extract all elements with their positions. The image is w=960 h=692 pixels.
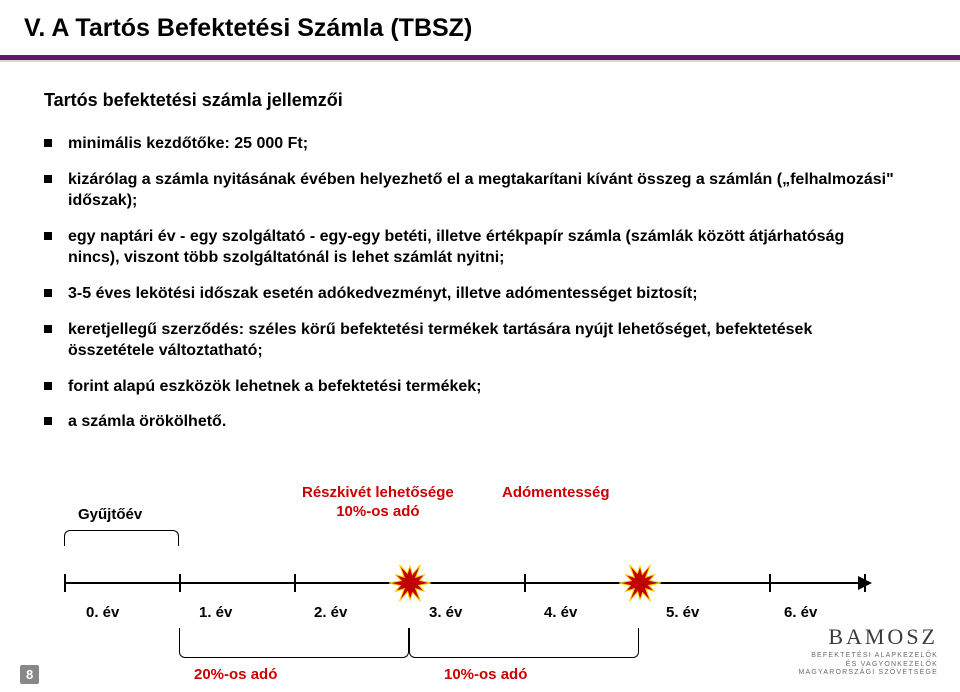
year-label: 6. év [784, 604, 817, 621]
tax-20-label: 20%-os adó [194, 666, 277, 683]
top-bracket [64, 530, 179, 546]
timeline-tick [769, 574, 771, 592]
timeline-axis [64, 582, 870, 584]
year-label: 0. év [86, 604, 119, 621]
year-label: 3. év [429, 604, 462, 621]
gyujtoev-label: Gyűjtőév [78, 506, 142, 523]
list-item: forint alapú eszközök lehetnek a befekte… [68, 376, 900, 398]
footer-logo: BAMOSZ BEFEKTETÉSI ALAPKEZELŐK ÉS VAGYON… [798, 624, 938, 678]
year-label: 2. év [314, 604, 347, 621]
starburst-icon [619, 562, 661, 604]
bottom-bracket-1 [179, 628, 409, 658]
timeline-tick [64, 574, 66, 592]
reszkivet-label: Részkivét lehetősége10%-os adó [302, 484, 454, 522]
list-item: 3-5 éves lekötési időszak esetén adókedv… [68, 283, 900, 305]
subtitle: Tartós befektetési számla jellemzői [44, 90, 900, 111]
year-label: 5. év [666, 604, 699, 621]
timeline-diagram: Gyűjtőév Részkivét lehetősége10%-os adó … [44, 470, 914, 670]
list-item: kizárólag a számla nyitásának évében hel… [68, 169, 900, 212]
list-item: keretjellegű szerződés: széles körű befe… [68, 319, 900, 362]
year-label: 1. év [199, 604, 232, 621]
bullet-list: minimális kezdőtőke: 25 000 Ft; kizáróla… [44, 133, 900, 433]
logo-text: BAMOSZ [798, 624, 938, 650]
page-number: 8 [20, 665, 39, 684]
timeline-tick [524, 574, 526, 592]
tax-10-label: 10%-os adó [444, 666, 527, 683]
logo-sub3: MAGYARORSZÁGI SZÖVETSÉGE [798, 669, 938, 676]
adomentesseg-label: Adómentesség [502, 484, 610, 501]
list-item: a számla örökölhető. [68, 411, 900, 433]
timeline-tick [179, 574, 181, 592]
timeline-tick [864, 574, 866, 592]
logo-sub1: BEFEKTETÉSI ALAPKEZELŐK [811, 652, 938, 659]
timeline-tick [294, 574, 296, 592]
year-label: 4. év [544, 604, 577, 621]
bottom-bracket-2 [409, 628, 639, 658]
list-item: egy naptári év - egy szolgáltató - egy-e… [68, 226, 900, 269]
logo-subtext: BEFEKTETÉSI ALAPKEZELŐK ÉS VAGYONKEZELŐK… [798, 652, 938, 678]
starburst-icon [389, 562, 431, 604]
logo-sub2: ÉS VAGYONKEZELŐK [846, 661, 938, 668]
list-item: minimális kezdőtőke: 25 000 Ft; [68, 133, 900, 155]
page-title: V. A Tartós Befektetési Számla (TBSZ) [0, 0, 960, 43]
content-area: Tartós befektetési számla jellemzői mini… [0, 60, 960, 433]
